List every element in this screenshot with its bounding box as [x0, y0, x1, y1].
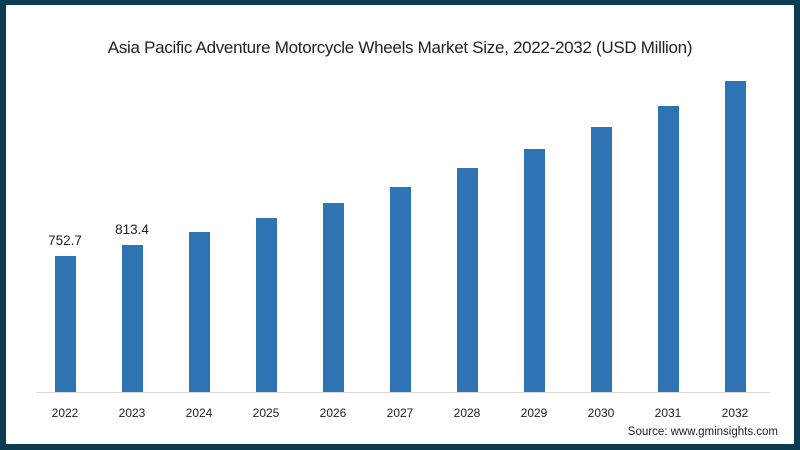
x-tick-label: 2030: [587, 406, 615, 420]
bar-2024: [189, 232, 210, 392]
bar-2027: [390, 187, 411, 392]
bar-2025: [256, 218, 277, 392]
bar-2028: [457, 168, 478, 392]
x-tick-label: 2032: [721, 406, 749, 420]
chart-frame: Asia Pacific Adventure Motorcycle Wheels…: [6, 5, 794, 444]
bar-2030: [591, 127, 612, 392]
bar-2026: [323, 203, 344, 392]
x-tick-label: 2028: [453, 406, 481, 420]
x-tick-label: 2022: [51, 406, 79, 420]
bar-2031: [658, 106, 679, 392]
source-note: Source: www.gminsights.com: [627, 426, 778, 438]
x-tick-label: 2031: [654, 406, 682, 420]
x-tick-label: 2025: [252, 406, 280, 420]
x-tick-label: 2023: [118, 406, 146, 420]
x-tick-label: 2026: [319, 406, 347, 420]
bar-2023: [122, 245, 143, 392]
x-tick-label: 2027: [386, 406, 414, 420]
x-tick-label: 2029: [520, 406, 548, 420]
bar-2029: [524, 149, 545, 392]
bar-2032: [725, 81, 746, 392]
chart-title: Asia Pacific Adventure Motorcycle Wheels…: [107, 38, 693, 57]
x-tick-label: 2024: [185, 406, 213, 420]
bar-2022: [55, 256, 76, 392]
data-label-2023: 813.4: [115, 222, 149, 237]
plot-area: 752.7 2022 813.4 2023 2024 2025 2026 2027 2028 20…: [6, 5, 794, 444]
x-axis-line: [36, 392, 770, 393]
data-label-2022: 752.7: [48, 233, 82, 248]
